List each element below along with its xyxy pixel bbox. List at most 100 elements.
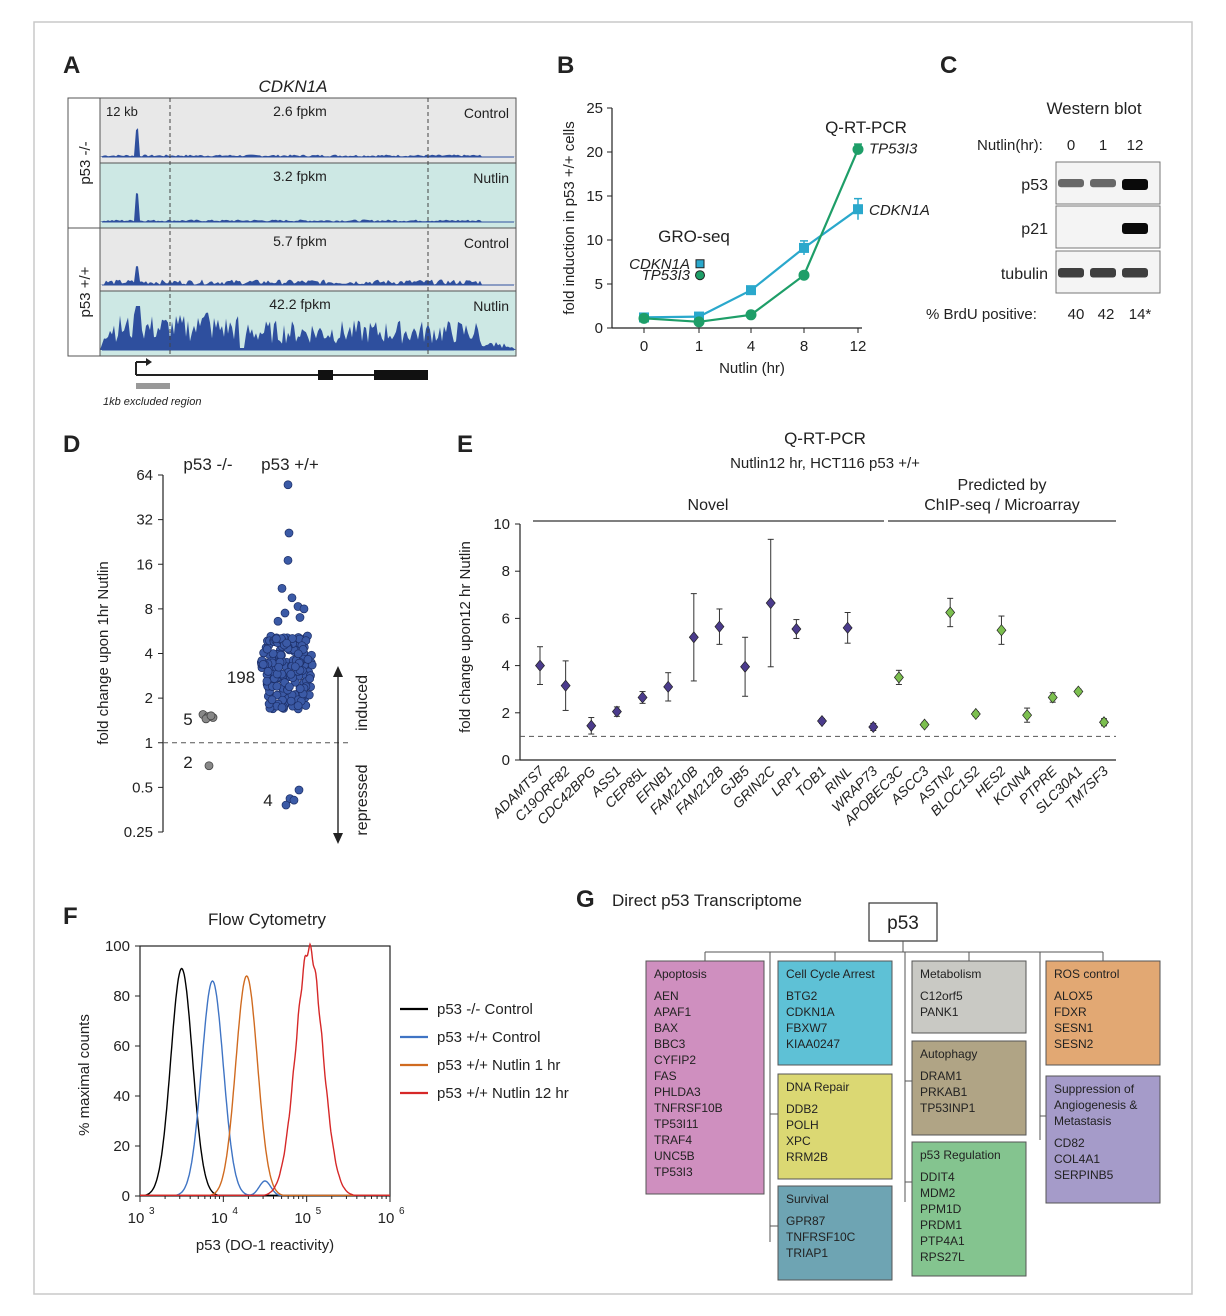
x-tick-exponent: 6 xyxy=(399,1206,405,1217)
wt-induced-dot xyxy=(287,593,297,603)
count-induced-wildtype: 198 xyxy=(227,668,255,687)
western-blot: p53 p21 tubulin xyxy=(1001,161,1161,294)
gene-dram1: DRAM1 xyxy=(920,1069,962,1083)
panel-e-subtitle: Nutlin12 hr, HCT116 p53 +/+ xyxy=(730,455,920,472)
scale-label: 12 kb xyxy=(106,104,138,119)
legend-label-1: p53 +/+ Control xyxy=(437,1029,540,1046)
y-tick-label: 32 xyxy=(136,512,153,529)
panel-b-letter: B xyxy=(557,52,574,79)
wt-repressed-dot xyxy=(294,785,304,795)
panel-f-letter: F xyxy=(63,903,78,930)
y-tick-label: 0.5 xyxy=(132,779,153,796)
track-3-condition: Control xyxy=(464,235,509,251)
western-title: Western blot xyxy=(1046,99,1141,118)
data-point-tob1 xyxy=(817,715,827,728)
gene-serpinb5: SERPINB5 xyxy=(1054,1168,1114,1182)
y-tick-label: 2 xyxy=(145,690,153,707)
wt-induced-dot xyxy=(293,701,303,711)
count-repressed-knockout: 2 xyxy=(183,753,192,772)
wt-induced-dot xyxy=(258,660,268,669)
wt-induced-dot xyxy=(286,696,296,706)
wt-induced-dot xyxy=(283,480,293,490)
gene-tp53i3: TP53I3 xyxy=(654,1165,693,1179)
legend-label-2: p53 +/+ Nutlin 1 hr xyxy=(437,1057,560,1074)
y-tick-label: 0 xyxy=(502,752,510,769)
category-title-suppression-of-angiogenesis-metastasis: Suppression of Angiogenesis & Metastasis xyxy=(1054,1082,1137,1128)
bracket-predicted-label-1: Predicted by xyxy=(958,477,1047,494)
data-point-tp53i3 xyxy=(852,143,864,155)
panel-e-letter: E xyxy=(457,431,473,458)
y-tick-label: 10 xyxy=(586,232,603,249)
wt-induced-dot xyxy=(288,634,297,643)
timepoint-12: 12 xyxy=(1127,137,1144,154)
y-tick-label: 100 xyxy=(105,938,130,955)
root-node-label: p53 xyxy=(887,913,919,934)
data-point-efnb1 xyxy=(663,680,674,693)
wt-induced-dot xyxy=(273,616,283,626)
category-box-2 xyxy=(777,1073,893,1180)
y-tick-label: 20 xyxy=(113,1138,130,1155)
data-point-apobec3c xyxy=(893,671,904,684)
data-point-hes2 xyxy=(996,624,1007,637)
wt-induced-dot xyxy=(272,681,282,691)
root-node-box xyxy=(868,902,938,942)
category-title-ros-control: ROS control xyxy=(1054,967,1119,981)
panel-a-gene: CDKN1A xyxy=(259,77,328,96)
category-title-line: Metastasis xyxy=(1054,1114,1111,1128)
panel-c: C Western blot Nutlin(hr): 0 1 12 p53 p21… xyxy=(926,52,1161,323)
data-point-wrap73 xyxy=(868,720,879,734)
data-point-grin2c xyxy=(765,597,776,610)
track-1 xyxy=(99,97,517,164)
gene-tp53inp1: TP53INP1 xyxy=(920,1101,976,1115)
gene-cdkn1a: CDKN1A xyxy=(786,1005,835,1019)
gro-seq-label: GRO-seq xyxy=(658,227,730,246)
y-tick-label: 5 xyxy=(595,276,603,293)
panel-f: F Flow Cytometry 0 20 40 60 80 100 10 3 10 4 10 5 10… xyxy=(63,903,569,1254)
y-tick-label: 0 xyxy=(122,1188,130,1205)
x-tick-label: 1 xyxy=(695,338,703,355)
data-point-cep85l xyxy=(637,691,648,704)
gro-point-cdkn1a xyxy=(695,259,705,269)
arrow-down-icon xyxy=(333,833,343,844)
gene-fas: FAS xyxy=(654,1069,677,1083)
y-axis-label: fold induction in p53 +/+ cells xyxy=(561,121,578,314)
data-point-tp53i3 xyxy=(638,312,650,324)
gene-c12orf5: C12orf5 xyxy=(920,989,963,1003)
count-induced-knockout: 5 xyxy=(183,710,192,729)
wt-induced-dot xyxy=(277,584,287,593)
data-point-gjb5 xyxy=(740,660,751,673)
data-point-fam210b xyxy=(688,631,699,644)
gene-triap1: TRIAP1 xyxy=(786,1246,828,1260)
wt-induced-dot xyxy=(271,634,281,644)
gene-kiaa0247: KIAA0247 xyxy=(786,1037,840,1051)
gene-tnfrsf10b: TNFRSF10B xyxy=(654,1101,723,1115)
y-tick-label: 40 xyxy=(113,1088,130,1105)
data-point-c19orf82 xyxy=(560,679,571,692)
gene-pank1: PANK1 xyxy=(920,1005,959,1019)
tss-arrow-icon xyxy=(146,358,152,366)
series-label-tp53i3: TP53I3 xyxy=(869,140,918,157)
y-axis-label: % maximal counts xyxy=(76,1014,93,1136)
panel-g-title: Direct p53 Transcriptome xyxy=(612,891,802,910)
group-label-wildtype: p53 +/+ xyxy=(77,266,94,317)
wt-induced-dot xyxy=(262,644,272,654)
category-title-metabolism: Metabolism xyxy=(920,967,981,981)
data-point-lrp1 xyxy=(791,622,802,636)
gene-tnfrsf10c: TNFRSF10C xyxy=(786,1230,856,1244)
gro-label-tp53i3: TP53I3 xyxy=(642,267,691,284)
panel-d: D p53 -/- p53 +/+ 0.25 0.5 1 2 4 8 16 32 64 fold … xyxy=(63,431,371,844)
panel-g: G Direct p53 Transcriptome p53 Apoptosis… xyxy=(576,886,1161,1281)
gene-rps27l: RPS27L xyxy=(920,1250,965,1264)
blot-band xyxy=(1090,268,1116,278)
gene-sesn1: SESN1 xyxy=(1054,1021,1094,1035)
category-title-line: Suppression of xyxy=(1054,1082,1135,1096)
data-point-adamts7 xyxy=(535,659,545,672)
wt-induced-dot xyxy=(277,703,287,712)
y-tick-label: 80 xyxy=(113,988,130,1005)
histogram-3 xyxy=(140,942,390,1196)
arrow-up-icon xyxy=(333,666,343,677)
category-title-p53-regulation: p53 Regulation xyxy=(920,1148,1001,1162)
data-point-slc30a1 xyxy=(1073,685,1084,698)
panel-g-letter: G xyxy=(576,886,595,913)
y-tick-label: 4 xyxy=(502,658,510,675)
